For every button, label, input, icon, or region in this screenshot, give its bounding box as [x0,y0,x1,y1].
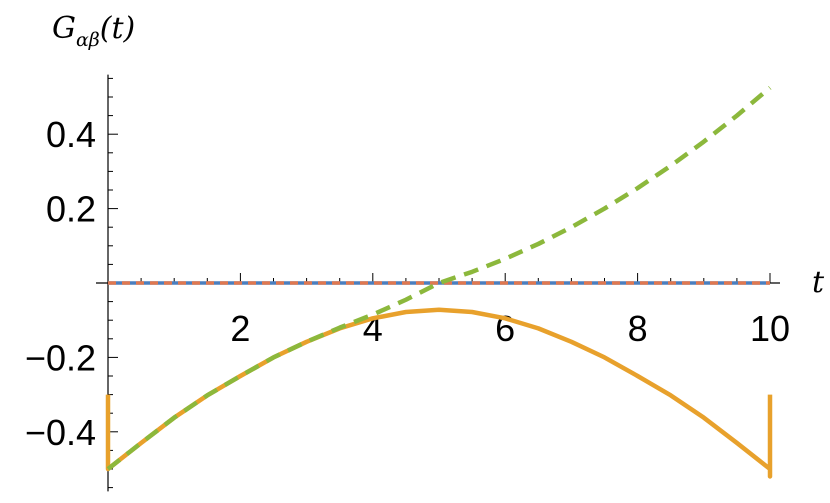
x-tick-label: 8 [628,308,648,349]
x-tick-label: 10 [750,308,790,349]
y-tick-label: −0.4 [25,412,96,453]
axes: −0.4 −0.2 0.2 0.4 2 4 6 8 10 [25,74,790,492]
x-tick-label: 6 [495,308,515,349]
x-tick-label: 2 [230,308,250,349]
series-line-4 [106,85,772,471]
x-axis-title: t [812,265,825,300]
y-tick-label: 0.2 [46,189,96,230]
y-axis-title: Gαβ(t) [52,11,135,51]
y-tick-label: 0.4 [46,114,96,155]
series-line-3 [105,307,773,479]
y-tick-label: −0.2 [25,337,96,378]
y-axis-title-arg: (t) [100,11,135,46]
x-tick-label: 4 [363,308,383,349]
y-axis-title-subscript: αβ [76,29,100,51]
y-axis-title-main: G [52,11,76,46]
series-group [105,85,773,479]
